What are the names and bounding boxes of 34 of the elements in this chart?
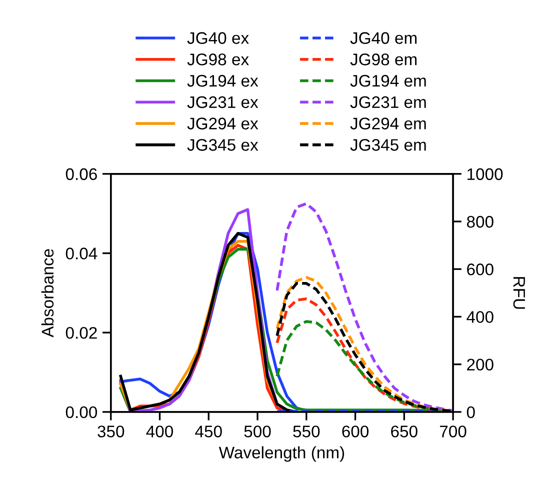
x-tick-label: 650 xyxy=(391,426,418,438)
legend-label: JG294 ex xyxy=(187,118,258,130)
y-axis-title: Absorbance xyxy=(41,249,54,338)
legend-label: JG98 em xyxy=(350,54,417,66)
legend-label: JG231 ex xyxy=(187,96,258,108)
y-tick-label: 0.06 xyxy=(66,168,97,180)
y2-tick-label: 0 xyxy=(466,406,475,418)
x-tick-label: 400 xyxy=(146,426,173,438)
x-tick-label: 550 xyxy=(293,426,320,438)
x-tick-label: 600 xyxy=(342,426,369,438)
y2-axis-title: RFU xyxy=(513,277,525,309)
legend-label: JG40 em xyxy=(350,32,417,44)
y-tick-label: 0.04 xyxy=(66,248,98,260)
x-tick-label: 500 xyxy=(244,426,271,438)
legend-label: JG194 ex xyxy=(187,74,258,87)
legend-label: JG98 ex xyxy=(187,54,249,66)
x-tick-label: 350 xyxy=(98,426,124,438)
y2-tick-label: 1000 xyxy=(468,168,503,180)
y2-tick-label: 200 xyxy=(467,358,494,371)
legend-label: JG40 ex xyxy=(187,32,249,44)
legend-label: JG194 em xyxy=(350,74,426,87)
x-tick-label: 700 xyxy=(440,426,466,438)
legend-label: JG345 ex xyxy=(187,139,258,151)
y-tick-label: 0.02 xyxy=(66,326,97,339)
line-series xyxy=(276,202,454,412)
x-axis-title: Wavelength (nm) xyxy=(218,446,344,462)
y2-tick-label: 400 xyxy=(466,311,494,323)
legend-label: JG294 em xyxy=(350,118,426,130)
y2-tick-label: 800 xyxy=(466,216,494,228)
y2-tick-label: 600 xyxy=(467,264,494,276)
legend-label: JG231 em xyxy=(350,96,426,108)
x-tick-label: 450 xyxy=(195,426,222,438)
y-tick-label: 0.00 xyxy=(66,406,98,418)
legend-label: JG345 em xyxy=(350,139,426,151)
